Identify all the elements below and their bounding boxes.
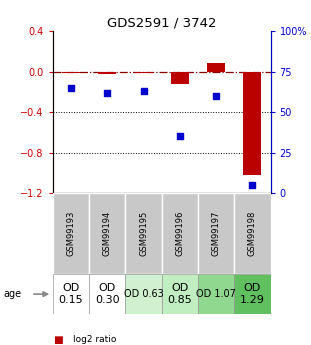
Bar: [53, 274, 89, 314]
Bar: [198, 193, 234, 274]
Text: OD
0.15: OD 0.15: [59, 283, 83, 305]
Text: GSM99194: GSM99194: [103, 211, 112, 256]
Text: age: age: [3, 289, 21, 299]
Text: OD 0.63: OD 0.63: [124, 289, 164, 299]
Point: [214, 93, 219, 99]
Text: log2 ratio: log2 ratio: [73, 335, 116, 344]
Bar: [89, 193, 125, 274]
Bar: [125, 274, 162, 314]
Text: ■: ■: [53, 335, 63, 345]
Bar: [244, 71, 262, 175]
Text: OD 1.07: OD 1.07: [196, 289, 236, 299]
Bar: [62, 71, 80, 72]
Bar: [171, 71, 189, 84]
Text: GSM99195: GSM99195: [139, 211, 148, 256]
Title: GDS2591 / 3742: GDS2591 / 3742: [107, 17, 216, 30]
Bar: [89, 274, 125, 314]
Text: GSM99197: GSM99197: [212, 211, 220, 256]
Bar: [125, 193, 162, 274]
Point: [105, 90, 110, 96]
Bar: [162, 193, 198, 274]
Text: GSM99196: GSM99196: [175, 211, 184, 256]
Bar: [234, 274, 271, 314]
Point: [141, 88, 146, 94]
Bar: [53, 193, 89, 274]
Text: GSM99198: GSM99198: [248, 211, 257, 256]
Bar: [162, 274, 198, 314]
Bar: [207, 63, 225, 71]
Text: OD
0.85: OD 0.85: [168, 283, 192, 305]
Text: GSM99193: GSM99193: [67, 211, 76, 256]
Bar: [134, 71, 153, 72]
Bar: [198, 274, 234, 314]
Point: [250, 182, 255, 188]
Bar: [234, 193, 271, 274]
Bar: [98, 71, 116, 73]
Point: [68, 85, 73, 91]
Point: [177, 134, 182, 139]
Text: OD
1.29: OD 1.29: [240, 283, 265, 305]
Text: OD
0.30: OD 0.30: [95, 283, 120, 305]
